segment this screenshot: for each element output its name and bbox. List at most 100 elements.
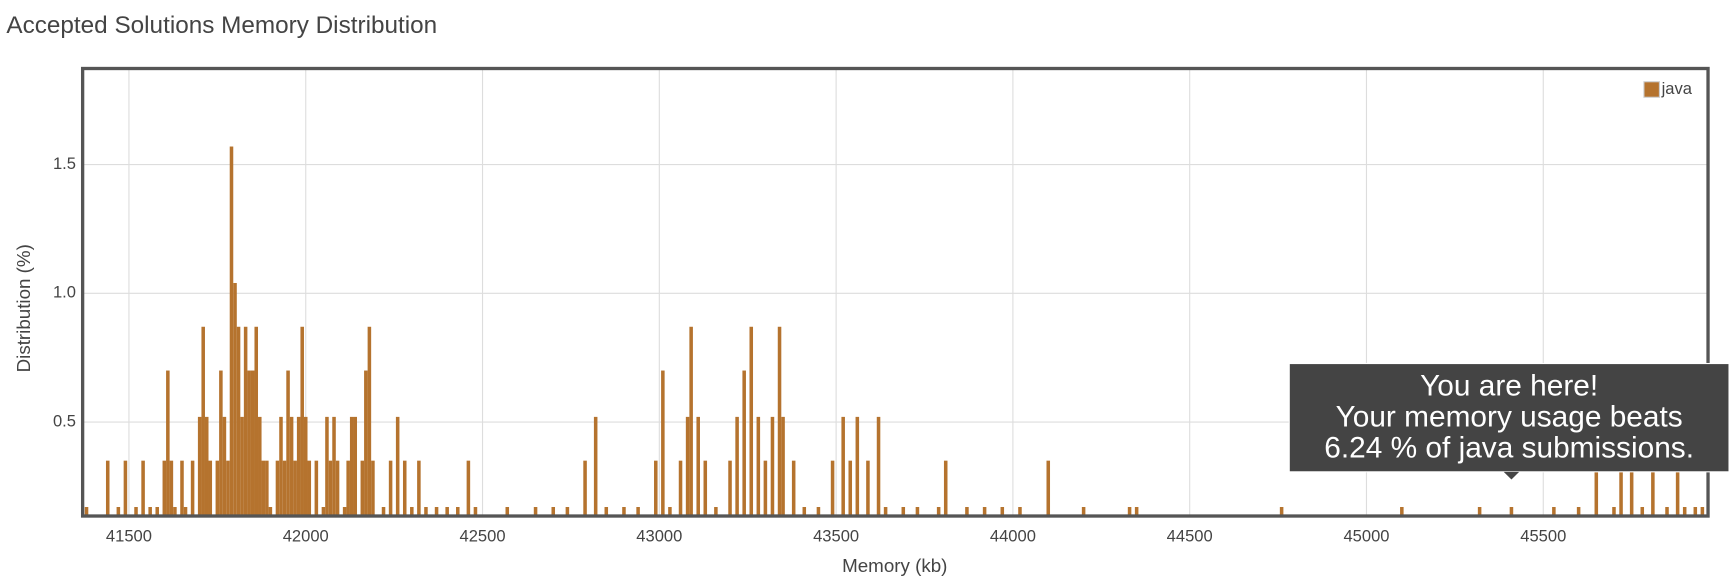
bar — [830, 460, 835, 517]
x-axis-label: Memory (kb) — [842, 555, 947, 576]
bar — [1693, 507, 1698, 517]
bar — [1279, 507, 1284, 517]
bar — [855, 416, 860, 517]
bar — [141, 460, 145, 517]
bar — [1612, 507, 1616, 517]
bar — [770, 416, 775, 517]
bar — [208, 460, 213, 517]
bar — [678, 460, 683, 517]
bar — [410, 507, 414, 517]
bar — [197, 416, 202, 517]
bar — [303, 416, 308, 517]
bar — [1477, 507, 1482, 517]
bar — [364, 370, 368, 517]
bar — [424, 507, 428, 517]
y-tick-label: 1.5 — [53, 154, 76, 173]
bar — [417, 460, 421, 517]
bar — [434, 507, 439, 517]
bar — [381, 507, 386, 517]
bar — [1700, 507, 1705, 517]
bar — [123, 460, 128, 517]
tooltip-text: 6.24 % of java submissions. — [1324, 432, 1694, 465]
bar — [328, 460, 333, 517]
tooltip-box — [1288, 362, 1730, 473]
bar — [756, 416, 761, 517]
bar — [293, 460, 297, 517]
bar — [1134, 507, 1139, 517]
bar — [307, 460, 312, 517]
bar — [183, 507, 188, 517]
legend-swatch — [1643, 81, 1660, 98]
bar — [279, 416, 283, 517]
bar — [219, 370, 223, 517]
bar — [84, 507, 89, 517]
bar — [466, 460, 471, 517]
bar — [346, 460, 350, 517]
bar — [742, 370, 746, 517]
tooltip-text: Your memory usage beats — [1336, 401, 1683, 434]
bar — [286, 370, 290, 517]
bar — [222, 416, 227, 517]
bar — [1127, 507, 1132, 517]
bar — [173, 507, 177, 517]
bar — [134, 507, 138, 517]
bar — [388, 460, 393, 517]
chart-title: Accepted Solutions Memory Distribution — [6, 12, 437, 39]
bar — [254, 326, 259, 517]
bar — [781, 416, 785, 517]
x-tick-label: 42000 — [283, 526, 329, 545]
bar — [250, 370, 255, 517]
bar — [275, 460, 280, 517]
bar — [1640, 507, 1645, 517]
bar — [791, 460, 796, 517]
bar — [551, 507, 556, 517]
bar — [353, 416, 358, 517]
plot-frame — [80, 66, 1710, 518]
bar — [714, 507, 718, 517]
bar — [841, 416, 845, 517]
bar — [473, 507, 478, 517]
bar — [1675, 460, 1680, 517]
bar — [371, 460, 375, 517]
x-tick-label: 43000 — [636, 526, 682, 545]
bar — [689, 326, 693, 517]
bar — [1665, 507, 1669, 517]
bar — [876, 416, 881, 517]
bar — [155, 507, 160, 517]
bar — [703, 460, 708, 517]
bar — [201, 326, 205, 517]
bar — [261, 460, 266, 517]
bar — [749, 326, 754, 517]
bar — [943, 460, 948, 517]
bar — [236, 326, 241, 517]
bar — [342, 507, 347, 517]
bar — [802, 507, 807, 517]
bar — [148, 507, 152, 517]
bar — [243, 326, 248, 517]
bar — [1576, 507, 1581, 517]
bar — [565, 507, 570, 517]
x-tick-label: 44500 — [1167, 526, 1213, 545]
bar — [777, 326, 782, 517]
bar — [965, 507, 969, 517]
x-tick-label: 42500 — [460, 526, 506, 545]
bar — [190, 460, 195, 517]
x-tick-label: 45000 — [1343, 526, 1389, 545]
bar — [661, 370, 665, 517]
bar — [240, 416, 244, 517]
x-tick-label: 45500 — [1520, 526, 1566, 545]
bar — [314, 460, 319, 517]
bar — [593, 416, 598, 517]
bar — [1509, 507, 1514, 517]
bar — [169, 460, 174, 517]
bar — [1619, 460, 1623, 517]
bar — [505, 507, 510, 517]
bar — [247, 370, 251, 517]
bar — [233, 282, 237, 517]
bar — [456, 507, 460, 517]
tooltip-arrow — [1503, 471, 1520, 480]
bar — [268, 507, 273, 517]
bar — [1000, 507, 1005, 517]
bar — [848, 460, 853, 517]
bar — [1594, 460, 1599, 517]
